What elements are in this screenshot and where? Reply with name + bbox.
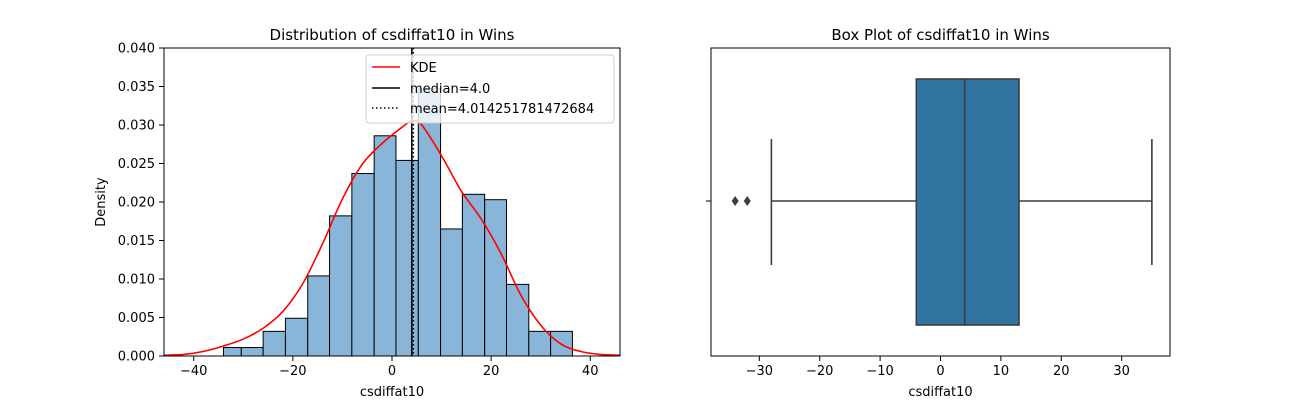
histogram-bar xyxy=(329,215,353,357)
x-tick-label: −30 xyxy=(746,364,773,379)
x-tick-label: −40 xyxy=(180,364,207,379)
histogram-bar xyxy=(505,283,530,357)
y-tick-label: 0.020 xyxy=(118,196,155,211)
boxplot-title: Box Plot of csdiffat10 in Wins xyxy=(831,26,1050,44)
y-tick-label: 0.005 xyxy=(118,311,155,326)
histogram-bar xyxy=(484,199,507,357)
x-tick-label: −20 xyxy=(279,364,306,379)
histogram-bar xyxy=(222,347,242,357)
histogram-x-axis-label: csdiffat10 xyxy=(360,385,424,400)
legend-kde-label: KDE xyxy=(410,61,437,76)
histogram-bar xyxy=(373,135,397,357)
histogram-y-ticks: 0.000 0.005 0.010 0.015 0.020 0.025 0.030 0.035… xyxy=(118,42,164,365)
y-tick-label: 0.000 xyxy=(118,350,155,365)
histogram-title: Distribution of csdiffat10 in Wins xyxy=(270,26,515,44)
y-tick-label: 0.030 xyxy=(118,119,155,134)
histogram-y-axis-label: Density xyxy=(94,177,109,227)
legend-box xyxy=(365,54,615,124)
x-tick-label: 0 xyxy=(388,364,396,379)
legend: KDE median=4.0 mean=4.014251781472684 xyxy=(365,54,615,124)
histogram-bar xyxy=(351,173,375,357)
histogram-bar xyxy=(440,228,463,357)
y-tick-label: 0.015 xyxy=(118,234,155,249)
x-tick-label: 30 xyxy=(1113,364,1130,379)
histogram-bar xyxy=(307,275,331,357)
histogram-bar xyxy=(395,159,419,357)
x-tick-label: 20 xyxy=(1053,364,1070,379)
boxplot-outlier xyxy=(743,196,751,206)
legend-median-label: median=4.0 xyxy=(410,82,490,97)
boxplot-x-axis-label: csdiffat10 xyxy=(908,385,972,400)
histogram-bar xyxy=(284,317,309,357)
x-tick-label: 40 xyxy=(582,364,599,379)
kde-line xyxy=(163,119,621,357)
histogram-x-ticks: −40 −20 0 20 40 xyxy=(180,356,599,379)
y-tick-label: 0.025 xyxy=(118,157,155,172)
histogram-panel: −40 −20 0 20 40 0.0000.0050.0100.0150.0200.0… xyxy=(94,26,621,400)
histogram-bar xyxy=(417,88,442,357)
boxplot-x-ticks: −30 −20 −10 0 10 20 30 xyxy=(746,356,1130,379)
histogram-bar xyxy=(528,330,552,357)
x-tick-label: 10 xyxy=(993,364,1010,379)
x-tick-label: 0 xyxy=(936,364,944,379)
histogram-bar xyxy=(262,330,286,357)
boxplot-outliers xyxy=(731,196,751,206)
legend-mean-label: mean=4.014251781472684 xyxy=(410,102,594,117)
histogram-bar xyxy=(240,347,264,357)
x-tick-label: 20 xyxy=(483,364,500,379)
x-tick-label: −20 xyxy=(806,364,833,379)
y-tick-label: 0.010 xyxy=(118,273,155,288)
boxplot-box xyxy=(915,78,1020,326)
boxplot-outlier xyxy=(731,196,739,206)
x-tick-label: −10 xyxy=(866,364,893,379)
histogram-bars xyxy=(222,88,573,357)
boxplot-panel: −30 −20 −10 0 10 20 30 Box Plot of csdiffat10 … xyxy=(706,26,1171,400)
y-tick-label: 0.035 xyxy=(118,80,155,95)
y-tick-label: 0.040 xyxy=(118,42,155,57)
